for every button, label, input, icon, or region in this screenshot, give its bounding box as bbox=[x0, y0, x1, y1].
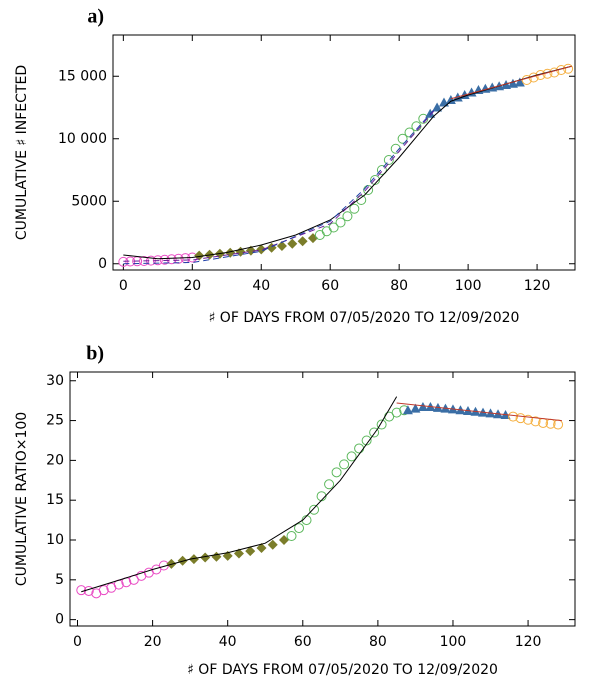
data-point bbox=[159, 254, 170, 265]
data-point bbox=[256, 244, 267, 255]
panel-title: b) bbox=[86, 343, 104, 365]
y-tick-label: 10 bbox=[46, 532, 64, 548]
x-tick-label: 40 bbox=[219, 634, 237, 650]
x-tick-label: 120 bbox=[524, 278, 551, 294]
data-point bbox=[331, 467, 342, 478]
fit-line bbox=[123, 65, 572, 260]
data-point bbox=[267, 539, 278, 550]
data-point bbox=[297, 236, 308, 247]
data-point bbox=[245, 546, 256, 557]
data-point bbox=[508, 411, 519, 422]
data-point bbox=[363, 185, 374, 195]
x-tick-label: 20 bbox=[183, 278, 201, 294]
data-point bbox=[402, 405, 413, 415]
data-point bbox=[314, 230, 325, 240]
data-point bbox=[361, 435, 372, 446]
panel-title: a) bbox=[87, 6, 104, 28]
panel: a) ♯ OF DAYS FROM 07/05/2020 TO 12/09/202… bbox=[14, 6, 576, 326]
data-point bbox=[342, 211, 353, 222]
data-point bbox=[200, 552, 211, 563]
data-point bbox=[376, 165, 387, 175]
x-tick-label: 80 bbox=[369, 634, 387, 650]
y-tick-label: 25 bbox=[46, 413, 64, 429]
data-point bbox=[188, 554, 199, 565]
data-point bbox=[324, 479, 335, 490]
data-point bbox=[383, 155, 394, 165]
y-tick-label: 10 000 bbox=[58, 131, 107, 147]
data-point bbox=[321, 226, 332, 237]
x-tick-label: 0 bbox=[119, 278, 128, 294]
data-point bbox=[346, 451, 357, 462]
data-point bbox=[118, 256, 129, 267]
x-axis-label: ♯ OF DAYS FROM 07/05/2020 TO 12/09/2020 bbox=[209, 310, 520, 326]
data-point bbox=[287, 238, 298, 249]
fit-line bbox=[396, 402, 562, 422]
data-point bbox=[417, 402, 428, 412]
fit-line bbox=[123, 109, 435, 265]
y-tick-label: 5000 bbox=[71, 193, 107, 209]
data-point bbox=[514, 77, 525, 87]
x-tick-label: 40 bbox=[252, 278, 270, 294]
y-tick-label: 0 bbox=[55, 612, 64, 628]
data-point bbox=[328, 222, 339, 233]
x-axis-label: ♯ OF DAYS FROM 07/05/2020 TO 12/09/2020 bbox=[187, 662, 498, 678]
data-point bbox=[98, 585, 109, 596]
y-axis-label: CUMULATIVE RATIO×100 bbox=[14, 412, 30, 586]
y-tick-label: 5 bbox=[55, 572, 64, 588]
y-tick-label: 0 bbox=[98, 256, 107, 272]
data-point bbox=[530, 416, 541, 427]
data-point bbox=[339, 459, 350, 470]
y-tick-label: 20 bbox=[46, 452, 64, 468]
data-point bbox=[391, 407, 402, 418]
x-tick-label: 120 bbox=[515, 634, 542, 650]
x-tick-label: 60 bbox=[294, 634, 312, 650]
data-point bbox=[152, 255, 163, 266]
data-point bbox=[515, 413, 526, 424]
data-point bbox=[356, 195, 367, 205]
x-tick-label: 60 bbox=[321, 278, 339, 294]
y-tick-label: 30 bbox=[46, 373, 64, 389]
data-point bbox=[563, 63, 574, 74]
data-point bbox=[256, 542, 267, 553]
data-point bbox=[194, 250, 205, 261]
data-point bbox=[410, 403, 421, 413]
data-point bbox=[370, 175, 381, 185]
data-point bbox=[445, 95, 456, 104]
fit-line bbox=[450, 65, 572, 100]
data-point bbox=[404, 127, 415, 138]
data-point bbox=[211, 551, 222, 562]
data-point bbox=[233, 548, 244, 559]
plot-frame bbox=[69, 371, 576, 627]
x-tick-label: 0 bbox=[73, 634, 82, 650]
panel: b) ♯ OF DAYS FROM 07/05/2020 TO 12/09/202… bbox=[14, 343, 576, 678]
data-point bbox=[279, 535, 290, 546]
data-point bbox=[335, 217, 346, 228]
fit-line bbox=[123, 110, 435, 262]
data-point bbox=[397, 133, 408, 144]
data-point bbox=[309, 504, 320, 515]
data-point bbox=[523, 414, 534, 425]
data-point bbox=[276, 241, 287, 251]
fit-line bbox=[81, 396, 398, 593]
x-tick-label: 100 bbox=[440, 634, 467, 650]
data-point bbox=[349, 203, 360, 214]
y-tick-label: 15 000 bbox=[58, 68, 107, 84]
data-point bbox=[390, 143, 401, 154]
data-point bbox=[294, 523, 305, 534]
y-axis-label: CUMULATIVE ♯ INFECTED bbox=[14, 65, 30, 240]
x-tick-label: 80 bbox=[390, 278, 408, 294]
y-tick-label: 15 bbox=[46, 492, 64, 508]
data-point bbox=[432, 102, 443, 112]
data-point bbox=[166, 254, 177, 265]
data-point bbox=[354, 443, 365, 454]
data-point bbox=[376, 419, 387, 430]
plot-frame bbox=[112, 34, 576, 271]
x-tick-label: 100 bbox=[455, 278, 482, 294]
data-point bbox=[438, 97, 449, 107]
data-point bbox=[286, 531, 297, 542]
data-point bbox=[369, 427, 380, 438]
x-tick-label: 20 bbox=[144, 634, 162, 650]
